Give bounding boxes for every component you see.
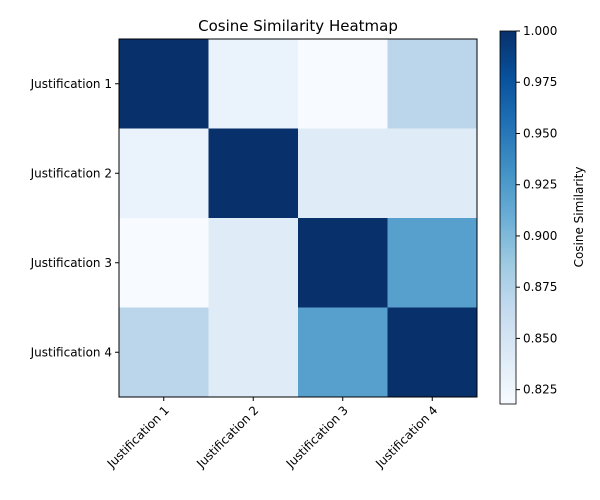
x-axis: Justification 1 Justification 2 Justificat… — [104, 397, 440, 471]
colorbar-tick-label: 0.850 — [523, 331, 557, 345]
heatmap-cell — [208, 39, 299, 129]
y-tick-label: Justification 2 — [30, 166, 112, 180]
colorbar-tick-label: 0.950 — [523, 126, 557, 140]
heatmap-cell — [298, 128, 388, 219]
y-tick-label: Justification 4 — [30, 345, 112, 359]
plot-frame — [118, 38, 478, 398]
y-tick-label: Justification 1 — [30, 77, 112, 91]
heatmap-cell — [387, 218, 478, 308]
colorbar-tick-label: 0.975 — [523, 75, 557, 89]
y-axis: Justification 1 Justification 2 Justificat… — [30, 77, 119, 359]
colorbar-tick-label: 0.875 — [523, 280, 557, 294]
x-tick-label: Justification 2 — [193, 403, 261, 471]
heatmap-cell — [298, 307, 388, 398]
colorbar-ticks: 1.000 0.975 0.950 0.925 0.900 0.875 0.850 0.825 — [516, 24, 557, 397]
heatmap-cell — [119, 307, 209, 398]
x-tick-label: Justification 3 — [283, 403, 351, 471]
colorbar — [499, 30, 517, 405]
heatmap-cell — [387, 128, 478, 219]
heatmap-cell — [298, 218, 388, 308]
heatmap-cell — [208, 307, 299, 398]
heatmap-cell — [119, 128, 209, 219]
heatmap-cells — [119, 39, 478, 398]
heatmap-cell — [387, 307, 478, 398]
heatmap-cell — [387, 39, 478, 129]
heatmap-cell — [119, 218, 209, 308]
heatmap-cell — [208, 128, 299, 219]
colorbar-tick-label: 1.000 — [523, 24, 557, 38]
heatmap-cell — [298, 39, 388, 129]
x-tick-label: Justification 4 — [372, 403, 440, 471]
colorbar-tick-label: 0.925 — [523, 178, 557, 192]
y-tick-label: Justification 3 — [30, 256, 112, 270]
colorbar-label: Cosine Similarity — [572, 167, 586, 268]
x-tick-label: Justification 1 — [104, 403, 172, 471]
heatmap-cell — [208, 218, 299, 308]
chart-title: Cosine Similarity Heatmap — [198, 17, 398, 35]
colorbar-tick-label: 0.900 — [523, 229, 557, 243]
heatmap-cell — [119, 39, 209, 129]
colorbar-tick-label: 0.825 — [523, 383, 557, 397]
